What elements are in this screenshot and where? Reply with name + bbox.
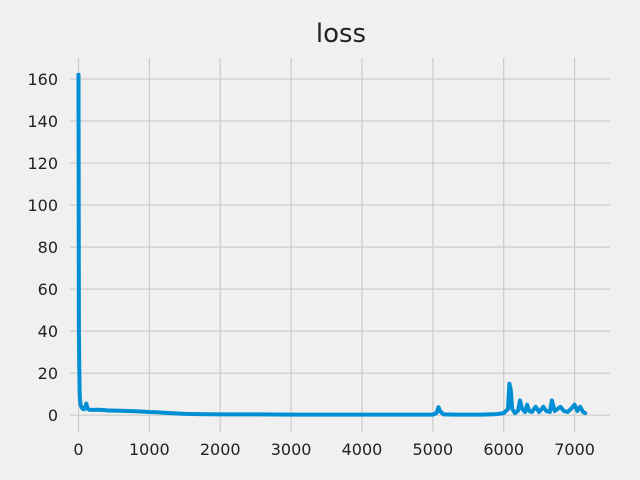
y-tick-label: 0 (48, 406, 58, 425)
series-group (76, 72, 588, 417)
chart-title: loss (316, 19, 366, 49)
y-tick-label: 80 (38, 238, 58, 257)
x-tick-label: 7000 (554, 440, 595, 459)
plot-area (70, 58, 610, 432)
x-tick-label: 5000 (412, 440, 453, 459)
y-tick-label: 20 (38, 364, 58, 383)
y-tick-label: 100 (27, 196, 58, 215)
y-tick-label: 140 (27, 112, 58, 131)
x-tick-label: 3000 (271, 440, 312, 459)
y-tick-label: 120 (27, 154, 58, 173)
x-tick-label: 4000 (342, 440, 383, 459)
x-tick-label: 2000 (200, 440, 241, 459)
grid (70, 58, 610, 432)
x-tick-label: 1000 (129, 440, 170, 459)
y-tick-label: 40 (38, 322, 58, 341)
x-axis-ticks: 0 1000 2000 3000 4000 5000 6000 7000 (73, 440, 595, 459)
loss-series-line (76, 72, 588, 417)
x-tick-label: 6000 (483, 440, 524, 459)
y-tick-label: 160 (27, 70, 58, 89)
y-axis-ticks: 0 20 40 60 80 100 120 140 160 (27, 70, 58, 425)
x-tick-label: 0 (73, 440, 83, 459)
y-tick-label: 60 (38, 280, 58, 299)
